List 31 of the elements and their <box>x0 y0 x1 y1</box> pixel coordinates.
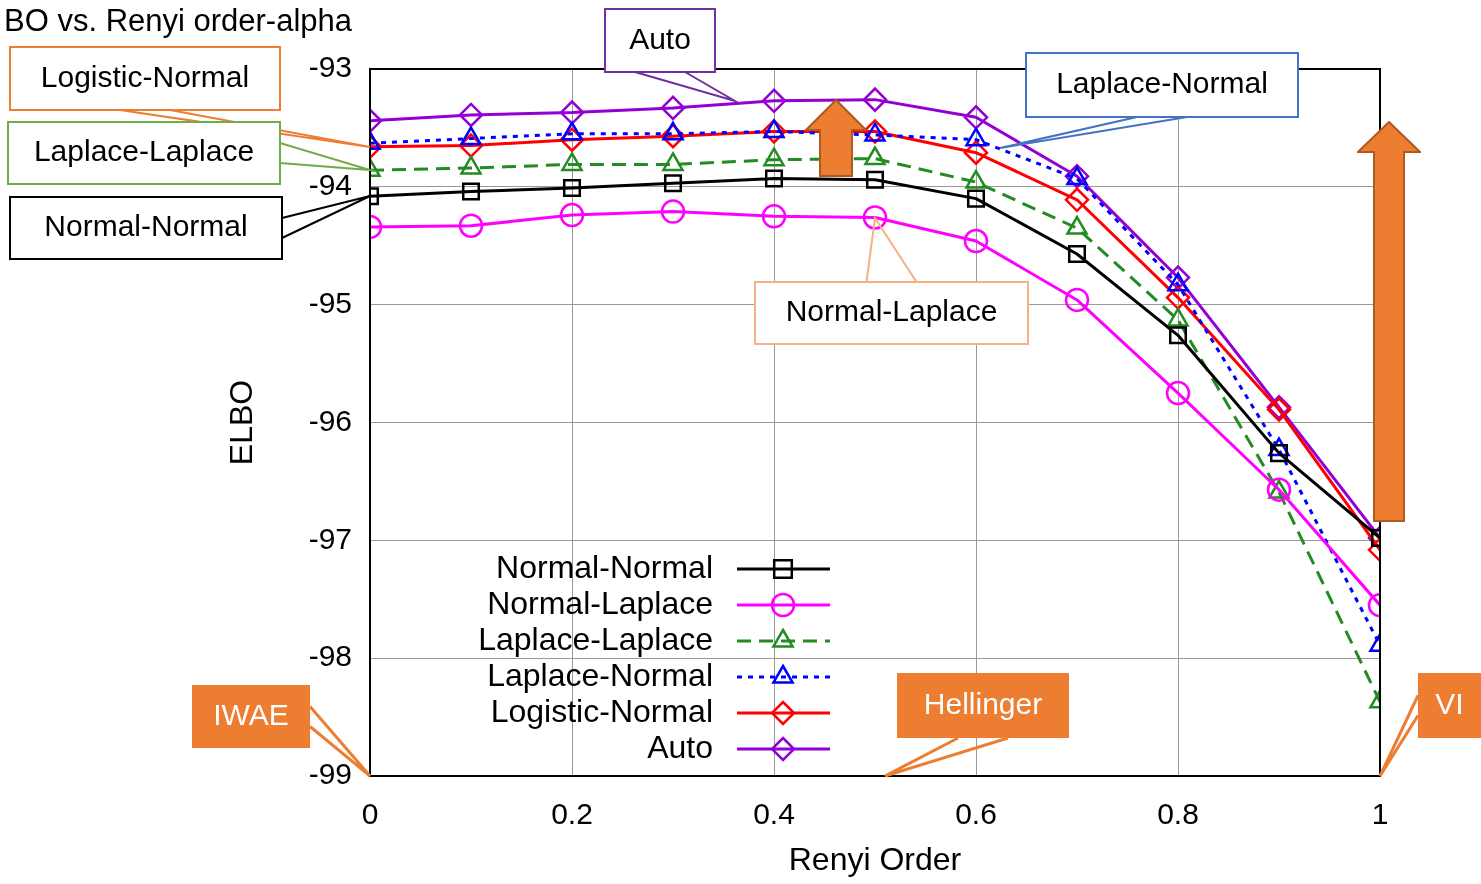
text: Auto <box>629 21 691 55</box>
x-axis-title: Renyi Order <box>788 840 962 877</box>
y-tick-label: -98 <box>308 639 352 673</box>
legend-label: Normal-Normal <box>496 548 713 585</box>
x-tick-label: 0 <box>361 797 379 831</box>
text: VI <box>1435 686 1464 720</box>
y-tick-label: -93 <box>308 50 352 84</box>
text: IWAE <box>213 697 289 731</box>
y-axis-title: ELBO <box>223 379 260 466</box>
text: Logistic-Normal <box>40 59 250 93</box>
text: Laplace-Laplace <box>33 134 255 168</box>
legend-label: Logistic-Normal <box>490 692 713 729</box>
text: Normal-Normal <box>44 209 248 243</box>
legend-label: Laplace-Normal <box>487 656 713 693</box>
y-tick-label: -95 <box>308 285 352 319</box>
y-tick-label: -96 <box>308 403 352 437</box>
y-tick-label: -97 <box>308 521 352 555</box>
y-tick-label: -99 <box>308 757 352 791</box>
x-tick-label: 0.4 <box>753 797 795 831</box>
annotation: Laplace-Normal <box>1056 66 1268 100</box>
annotation: Normal-Laplace <box>785 294 998 328</box>
legend-label: Normal-Laplace <box>487 584 713 621</box>
chart-title: BO vs. Renyi order-alpha <box>4 2 353 38</box>
x-tick-label: 0.8 <box>1157 797 1199 831</box>
x-tick-label: 1 <box>1371 797 1389 831</box>
legend-label: Laplace-Laplace <box>478 620 713 657</box>
x-tick-label: 0.2 <box>551 797 593 831</box>
annotation: Hellinger <box>923 686 1043 720</box>
x-tick-label: 0.6 <box>955 797 997 831</box>
legend-label: Auto <box>647 728 713 765</box>
y-tick-label: -94 <box>308 168 352 202</box>
